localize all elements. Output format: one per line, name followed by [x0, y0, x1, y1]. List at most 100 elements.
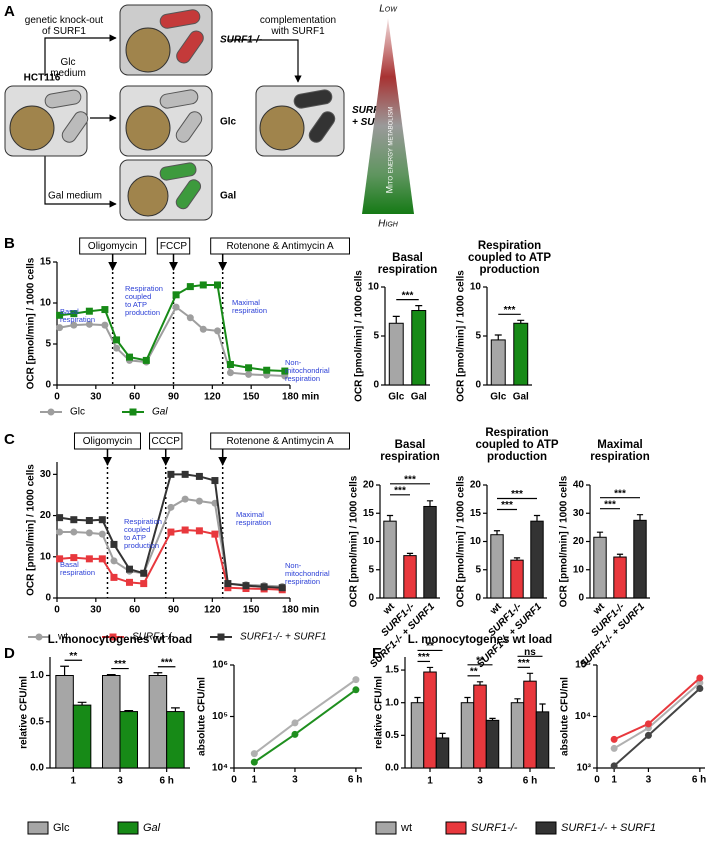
- y-tick-label: 30: [40, 469, 52, 480]
- chart-title-line: L. monocytogenes wt load: [48, 634, 192, 646]
- x-tick-label: 3: [477, 776, 483, 787]
- chart-title: Basal respiration: [380, 439, 439, 463]
- point: [263, 366, 271, 374]
- y-tick-label: 10³: [577, 763, 592, 774]
- bar: [119, 711, 138, 769]
- medium-label: Gal medium: [48, 191, 102, 202]
- x-tick-label: 6 h: [159, 776, 173, 787]
- chart-title-line: Respiration: [485, 427, 548, 439]
- legend-swatch: [445, 821, 467, 835]
- point: [70, 528, 78, 536]
- point: [129, 408, 137, 416]
- error-bar: [392, 315, 400, 324]
- point: [110, 540, 118, 548]
- bar: [388, 322, 404, 386]
- point: [352, 686, 360, 694]
- point: [47, 408, 55, 416]
- point: [195, 472, 203, 480]
- injection-box: [210, 237, 350, 255]
- annotation-line: Non-: [285, 358, 302, 367]
- significance-label: **: [69, 651, 77, 662]
- significance-label: **: [470, 666, 478, 677]
- point: [245, 370, 253, 378]
- y-tick-label: 5: [475, 564, 481, 575]
- y-tick-label: 15: [363, 508, 375, 519]
- y-tick-label: 10: [368, 282, 380, 293]
- point: [250, 750, 258, 758]
- annotation: Non-mitochondrial respiration: [285, 358, 330, 383]
- x-tick-label: 3: [117, 776, 123, 787]
- annotation-line: respiration: [232, 306, 267, 315]
- significance-label: ***: [518, 658, 530, 669]
- y-axis-label: OCR [pmol/min] / 1000 cells: [456, 475, 467, 607]
- point: [181, 470, 189, 478]
- y-tick-label: 1.0: [30, 670, 44, 681]
- series-line: [59, 528, 283, 591]
- bar: [435, 737, 450, 769]
- point: [181, 526, 189, 534]
- y-tick-label: 20: [40, 510, 52, 521]
- cell-label: Gal: [220, 191, 236, 202]
- chart-title: Maximal respiration: [590, 439, 649, 463]
- significance-label: **: [476, 655, 484, 666]
- chart-title: Respiration coupled to ATP production: [475, 427, 558, 463]
- point: [245, 364, 253, 372]
- point: [226, 361, 234, 368]
- point: [56, 311, 64, 319]
- point: [70, 516, 78, 524]
- bar: [411, 310, 427, 386]
- x-tick-label: Glc: [490, 392, 507, 403]
- significance-label: ***: [404, 474, 416, 485]
- y-axis-label: OCR [pmol/min] / 1000 cells: [354, 270, 365, 402]
- point: [70, 321, 78, 329]
- point: [172, 291, 180, 299]
- error-bar: [77, 701, 87, 706]
- point: [140, 569, 148, 577]
- legend-label: Glc: [53, 822, 70, 834]
- point: [125, 565, 133, 573]
- point: [109, 633, 117, 641]
- point: [85, 555, 93, 563]
- series-line: [253, 688, 357, 763]
- scale-low: Low: [379, 4, 398, 15]
- y-tick-label: 10: [470, 536, 482, 547]
- point: [195, 497, 203, 505]
- x-tick-label: 3: [292, 775, 298, 786]
- x-tick-label: 90: [168, 605, 180, 616]
- bar: [510, 702, 525, 769]
- cell-complemented: [255, 85, 345, 157]
- significance-label: ***: [161, 657, 173, 668]
- complementation-label: complementation with SURF1: [260, 15, 336, 37]
- annotation-line: coupled: [125, 292, 151, 301]
- point: [260, 583, 268, 591]
- chart-title-line: coupled to ATP: [468, 252, 551, 264]
- scale-high: High: [378, 219, 399, 230]
- legend-label: wt: [400, 822, 412, 834]
- point: [181, 495, 189, 503]
- point: [98, 530, 106, 538]
- point: [56, 555, 64, 563]
- y-axis-label: relative CFU/ml: [19, 676, 30, 749]
- x-tick-label: 3: [646, 775, 652, 786]
- point: [224, 584, 232, 592]
- error-bar: [513, 557, 521, 561]
- bar: [55, 675, 74, 769]
- injection-box: [210, 432, 350, 450]
- y-tick-label: 10: [470, 282, 482, 293]
- cell-line-label: HCT116: [24, 73, 61, 84]
- x-tick-label: 0: [54, 392, 60, 403]
- point: [167, 503, 175, 511]
- error-bar: [106, 673, 116, 676]
- chart-title-line: Respiration: [478, 240, 541, 252]
- series-line: [253, 678, 357, 755]
- error-bar: [426, 500, 434, 507]
- significance-label: ***: [394, 485, 406, 496]
- bar: [613, 556, 627, 599]
- legend-swatch: [27, 821, 49, 835]
- point: [211, 530, 219, 538]
- point: [696, 674, 704, 682]
- cell-label: Glc: [220, 117, 237, 128]
- point: [281, 367, 289, 375]
- x-tick-label: 1: [427, 776, 433, 787]
- x-tick-label: 0: [231, 775, 237, 786]
